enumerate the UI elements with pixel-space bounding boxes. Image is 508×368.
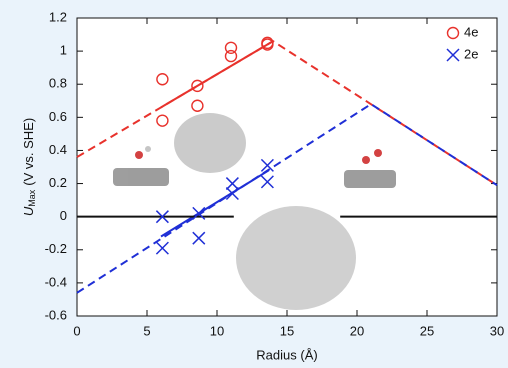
y-tick-label: 1 <box>60 43 67 58</box>
x-tick-label: 30 <box>490 323 504 338</box>
y-tick-label: 0.6 <box>49 109 67 124</box>
y-tick-label: 0.4 <box>49 142 67 157</box>
y-tick-label: -0.4 <box>45 274 67 289</box>
atom-o <box>135 151 143 159</box>
side-view-right <box>344 170 396 188</box>
x-tick-label: 0 <box>73 323 80 338</box>
atom-o <box>362 156 370 164</box>
y-tick-label: 0.8 <box>49 76 67 91</box>
y-axis-label: UMax(V vs. SHE) <box>21 118 37 216</box>
side-view-left <box>113 168 169 186</box>
y-tick-label: -0.2 <box>45 241 67 256</box>
graphene-flake-small <box>174 113 246 173</box>
y-tick-label: 0 <box>60 208 67 223</box>
y-label-subscript: Max <box>27 189 37 207</box>
y-tick-label: -0.6 <box>45 307 67 322</box>
y-label-unit: (V vs. SHE) <box>21 118 36 186</box>
page: {"chart_data": { "type": "scatter", "xla… <box>0 0 508 368</box>
x-tick-label: 25 <box>420 323 434 338</box>
y-tick-label: 0.2 <box>49 175 67 190</box>
atom-h <box>145 146 151 152</box>
chart: Radius (Å) UMax(V vs. SHE) 1.210.80.60.4… <box>0 0 508 368</box>
x-tick-label: 20 <box>350 323 364 338</box>
atom-o <box>374 149 382 157</box>
y-tick-label: 1.2 <box>49 9 67 24</box>
x-axis-label: Radius (Å) <box>256 347 317 362</box>
legend-label: 2e <box>464 46 478 61</box>
graphene-flake-large <box>236 206 356 310</box>
x-tick-label: 10 <box>210 323 224 338</box>
x-tick-label: 5 <box>143 323 150 338</box>
x-tick-label: 15 <box>280 323 294 338</box>
legend-label: 4e <box>464 24 478 39</box>
